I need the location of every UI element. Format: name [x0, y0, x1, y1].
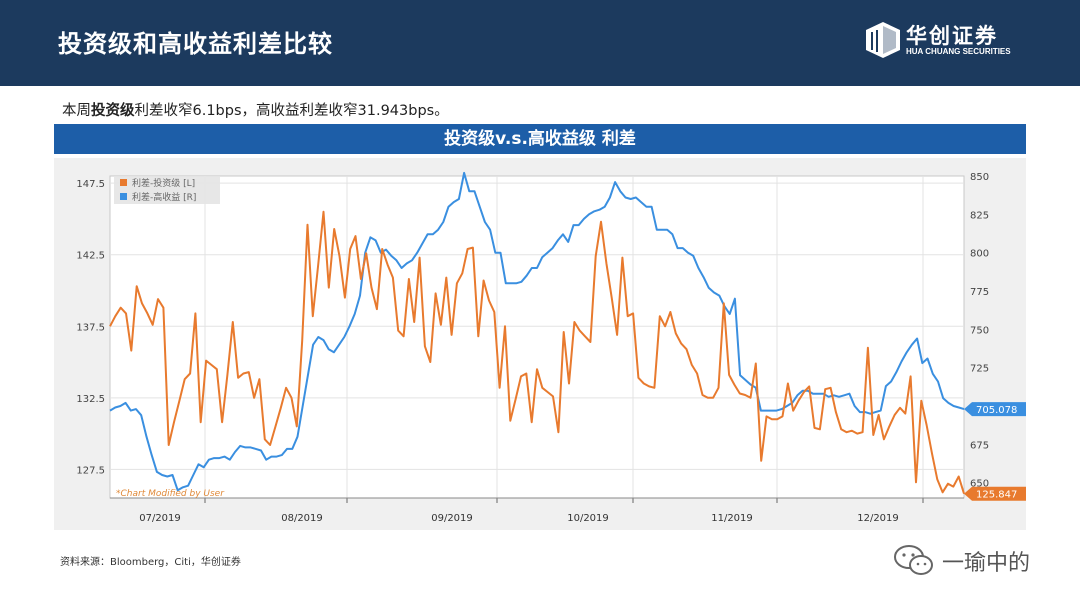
logo-text: 华创证券 — [906, 24, 998, 48]
legend-swatch-hy — [120, 193, 127, 200]
ig-series-line-end-value: 125.847 — [976, 490, 1017, 501]
y-right-tick-label: 750 — [970, 325, 989, 336]
source-note: 资料来源：Bloomberg，Citi，华创证券 — [60, 557, 241, 568]
y-right-tick-label: 775 — [970, 287, 989, 298]
ig-series-line-end-label: 125.847 — [964, 486, 1026, 501]
y-right-tick-label: 675 — [970, 440, 989, 451]
page-title: 投资级和高收益利差比较 — [58, 30, 333, 58]
y-left-tick-label: 132.5 — [76, 394, 105, 405]
watermark-text: 一瑜中的 — [942, 551, 1031, 576]
y-left-tick-label: 137.5 — [76, 322, 105, 333]
x-tick-label: 09/2019 — [431, 513, 473, 524]
y-right-tick-label: 725 — [970, 364, 989, 375]
y-left-tick-label: 127.5 — [76, 465, 105, 476]
y-right-tick-label: 825 — [970, 210, 989, 221]
hy-series-line-end-badge — [964, 402, 1026, 417]
hy-series-line — [109, 171, 965, 492]
watermark: 一瑜中的 — [892, 541, 1052, 581]
x-tick-label: 08/2019 — [281, 513, 323, 524]
wechat-icon — [894, 545, 933, 575]
legend: 利差-投资级 [L] 利差-高收益 [R] — [114, 176, 220, 204]
x-tick-label: 12/2019 — [857, 513, 899, 524]
chart-area: 127.5132.5137.5142.5147.5650675700725750… — [54, 158, 1026, 530]
legend-label-hy: 利差-高收益 [R] — [132, 191, 196, 203]
hy-series-line-end-value: 705.078 — [976, 405, 1017, 416]
ig-series-line — [109, 210, 965, 494]
y-right-tick-label: 850 — [970, 172, 989, 183]
summary-text: 本周投资级利差收窄6.1bps，高收益利差收窄31.943bps。 — [62, 99, 449, 120]
summary-rest: 利差收窄6.1bps，高收益利差收窄31.943bps。 — [134, 103, 449, 119]
hy-series-line-end-label: 705.078 — [964, 402, 1026, 417]
legend-box — [114, 176, 220, 204]
summary-prefix: 本周 — [62, 103, 91, 119]
legend-swatch-ig — [120, 179, 127, 186]
header-bar: 投资级和高收益利差比较 华创证券 HUA CHUANG SECURITIES — [0, 0, 1080, 86]
logo-subtitle: HUA CHUANG SECURITIES — [906, 47, 1011, 56]
logo-cube-icon — [866, 22, 900, 58]
spread-chart: 127.5132.5137.5142.5147.5650675700725750… — [76, 171, 1026, 524]
company-logo: 华创证券 HUA CHUANG SECURITIES — [864, 20, 1024, 64]
y-left-tick-label: 142.5 — [76, 251, 105, 262]
chart-title: 投资级v.s.高收益级 利差 — [444, 129, 636, 149]
chart-annotation: *Chart Modified by User — [116, 489, 225, 499]
chart-banner: 投资级v.s.高收益级 利差 — [54, 124, 1026, 154]
x-tick-label: 11/2019 — [711, 513, 753, 524]
ig-series-line-end-badge — [964, 486, 1026, 501]
x-tick-label: 10/2019 — [567, 513, 609, 524]
y-right-tick-label: 800 — [970, 249, 989, 260]
y-left-tick-label: 147.5 — [76, 179, 105, 190]
x-tick-label: 07/2019 — [139, 513, 181, 524]
legend-label-ig: 利差-投资级 [L] — [132, 177, 195, 189]
summary-bold: 投资级 — [91, 103, 135, 119]
plot-background — [109, 175, 965, 499]
y-right-tick-label: 650 — [970, 479, 989, 490]
